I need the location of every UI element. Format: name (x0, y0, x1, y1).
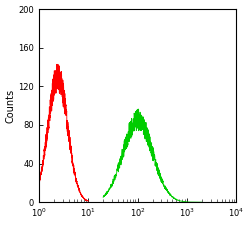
Y-axis label: Counts: Counts (6, 89, 16, 123)
